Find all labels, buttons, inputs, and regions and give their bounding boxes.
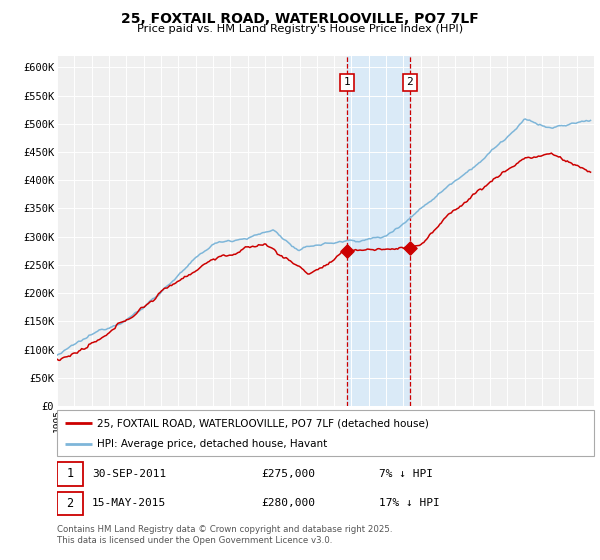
Text: 17% ↓ HPI: 17% ↓ HPI [379,498,440,508]
Text: Price paid vs. HM Land Registry's House Price Index (HPI): Price paid vs. HM Land Registry's House … [137,24,463,34]
Text: 2: 2 [67,497,73,510]
Text: £275,000: £275,000 [261,469,315,479]
Bar [347,56,410,406]
Text: 30-SEP-2011: 30-SEP-2011 [92,469,166,479]
Text: Contains HM Land Registry data © Crown copyright and database right 2025.
This d: Contains HM Land Registry data © Crown c… [57,525,392,545]
FancyBboxPatch shape [57,492,83,515]
Text: 1: 1 [67,468,73,480]
Point [405,244,415,253]
Text: HPI: Average price, detached house, Havant: HPI: Average price, detached house, Hava… [97,438,328,449]
Text: 7% ↓ HPI: 7% ↓ HPI [379,469,433,479]
Text: 25, FOXTAIL ROAD, WATERLOOVILLE, PO7 7LF (detached house): 25, FOXTAIL ROAD, WATERLOOVILLE, PO7 7LF… [97,418,429,428]
Point [343,246,352,255]
FancyBboxPatch shape [57,410,594,456]
Text: 15-MAY-2015: 15-MAY-2015 [92,498,166,508]
Text: 2: 2 [406,77,413,87]
Text: 1: 1 [344,77,350,87]
Text: £280,000: £280,000 [261,498,315,508]
FancyBboxPatch shape [57,462,83,486]
Text: 25, FOXTAIL ROAD, WATERLOOVILLE, PO7 7LF: 25, FOXTAIL ROAD, WATERLOOVILLE, PO7 7LF [121,12,479,26]
